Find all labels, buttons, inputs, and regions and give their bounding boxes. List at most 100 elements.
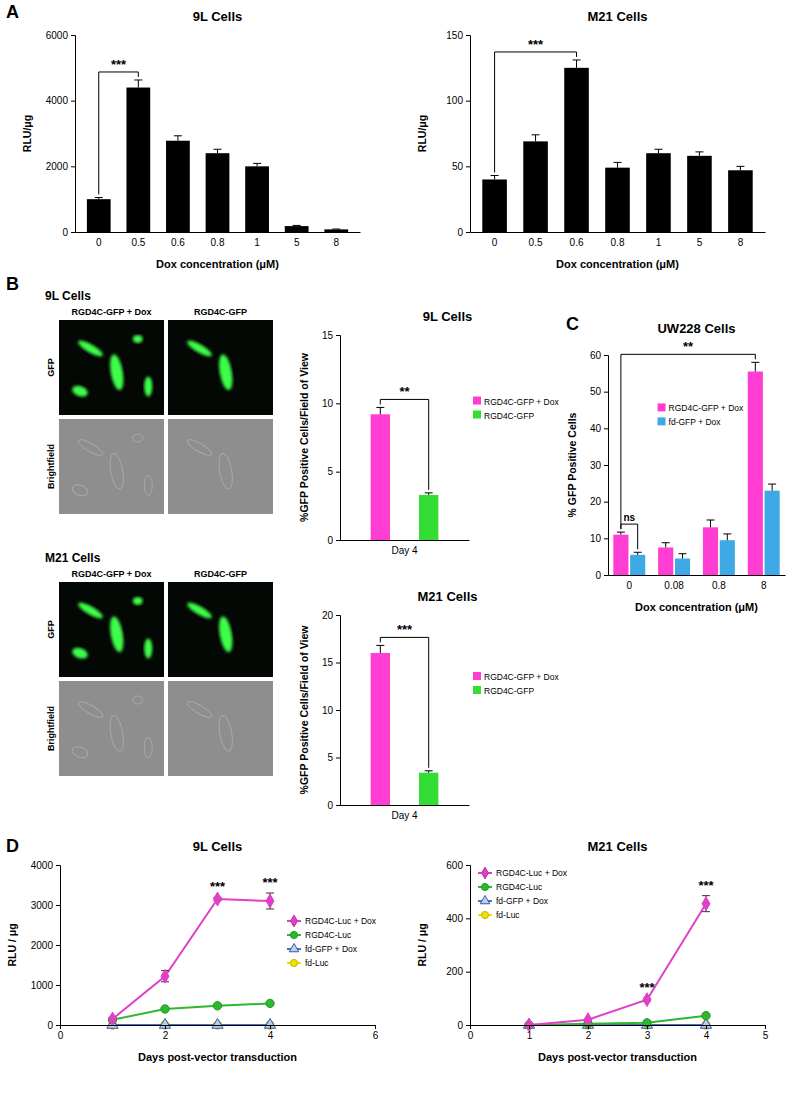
- tick-label: 0.8: [211, 237, 225, 248]
- significance-label: ***: [397, 622, 413, 637]
- tick-label: 0: [96, 237, 102, 248]
- x-tick: 0.5: [131, 237, 145, 248]
- axis-line: [71, 36, 76, 233]
- tick-label: 10: [590, 533, 602, 544]
- chart: 00.50.60.815802000400060009L CellsDox co…: [21, 9, 361, 270]
- y-tick: 0: [457, 227, 470, 238]
- cell-texture: [133, 434, 143, 442]
- plot-area: [613, 362, 779, 575]
- legend-swatch: [473, 686, 481, 694]
- legend-label: fd-Luc: [305, 958, 329, 968]
- legend-item: RGD4C-Luc + Dox: [287, 915, 377, 927]
- legend: RGD4C-Luc + DoxRGD4C-Lucfd-GFP + Doxfd-L…: [478, 867, 568, 920]
- error-cap: [95, 197, 103, 198]
- tick-label: 0: [457, 1020, 463, 1031]
- series-line: [113, 899, 271, 1019]
- bar: [371, 414, 390, 540]
- y-tick: 6000: [46, 30, 75, 41]
- legend-marker: [290, 959, 297, 966]
- tick-label: 600: [446, 860, 463, 871]
- tick-mark: [604, 428, 608, 429]
- tick-label: 1000: [31, 980, 54, 991]
- tick-mark: [466, 232, 470, 233]
- legend-label: fd-GFP + Dox: [496, 896, 549, 906]
- error-bar: [293, 225, 301, 227]
- x-tick: 2: [586, 1025, 592, 1041]
- tick-mark: [604, 355, 608, 356]
- cell-signal: [185, 338, 213, 359]
- tick-label: 40: [590, 423, 602, 434]
- bar: [748, 372, 763, 576]
- legend-label: RGD4C-Luc + Dox: [305, 916, 377, 926]
- x-tick: 1: [527, 1025, 533, 1041]
- tick-mark: [336, 615, 340, 616]
- cell-texture: [217, 714, 235, 752]
- cell-texture: [217, 452, 235, 490]
- significance-bracket: ns: [621, 512, 638, 549]
- error-bar: [751, 362, 759, 371]
- error-bar: [662, 543, 670, 548]
- error-cap: [214, 149, 222, 150]
- bar: [419, 773, 438, 805]
- y-tick: 10: [322, 398, 340, 409]
- marker: [161, 969, 169, 983]
- legend-label: RGD4C-GFP + Dox: [484, 397, 559, 407]
- y-tick: 50: [452, 161, 470, 172]
- bar: [765, 491, 780, 575]
- tick-mark: [604, 502, 608, 503]
- y-axis-title: RLU/μg: [21, 115, 33, 152]
- error-bar: [253, 163, 261, 166]
- error-stem: [755, 362, 756, 371]
- significance-label: ***: [210, 879, 226, 894]
- y-axis: 01000200030004000: [31, 860, 61, 1031]
- legend-item: RGD4C-GFP + Dox: [473, 672, 559, 682]
- y-tick: 0: [457, 1020, 470, 1031]
- marker: [264, 1018, 275, 1028]
- marker: [525, 1018, 533, 1031]
- axis-line: [341, 540, 470, 541]
- error-cap: [736, 166, 744, 167]
- panel-letter: B: [6, 274, 19, 294]
- micrograph-image: [59, 582, 164, 677]
- tick-label: 6000: [46, 30, 69, 41]
- y-tick: 50: [590, 386, 608, 397]
- legend-marker: [480, 895, 490, 903]
- cell-texture: [185, 699, 213, 720]
- cell-signal: [71, 384, 89, 399]
- y-tick: 0: [327, 535, 340, 546]
- error-stem: [494, 176, 495, 180]
- legend-label: RGD4C-GFP + Dox: [484, 672, 559, 682]
- significance-label: **: [683, 339, 694, 354]
- bar: [564, 68, 589, 232]
- error-cap: [695, 151, 703, 152]
- plot-area: [87, 80, 348, 232]
- panel-title: 9L Cells: [45, 289, 91, 303]
- y-tick: 0: [47, 1020, 60, 1031]
- chart-title: 9L Cells: [193, 839, 243, 854]
- tick-label: 8: [333, 237, 339, 248]
- error-stem: [665, 543, 666, 548]
- significance-label: ***: [528, 37, 544, 52]
- tick-label: 0.5: [131, 237, 145, 248]
- y-tick: 2000: [31, 940, 60, 951]
- x-axis: 012345: [468, 1025, 769, 1041]
- axis-line: [604, 356, 609, 576]
- tick-label: 0: [595, 570, 601, 581]
- error-stem: [617, 162, 618, 167]
- y-tick: 400: [446, 913, 470, 924]
- significance-label: **: [399, 384, 410, 399]
- x-axis: Day 4: [341, 541, 470, 557]
- cell-signal: [217, 353, 235, 391]
- tick-label: 1: [656, 237, 662, 248]
- legend-marker: [291, 915, 298, 927]
- error-stem: [217, 149, 218, 153]
- tick-mark: [466, 101, 470, 102]
- tick-mark: [765, 1025, 766, 1029]
- tick-label: 10: [322, 705, 334, 716]
- y-axis-title: % GFP Positive Cells: [566, 412, 578, 517]
- bar: [703, 527, 718, 575]
- marker: [212, 1018, 223, 1028]
- y-axis: 051015: [322, 330, 341, 546]
- tick-label: 4000: [46, 95, 69, 106]
- significance-label: ns: [623, 512, 635, 523]
